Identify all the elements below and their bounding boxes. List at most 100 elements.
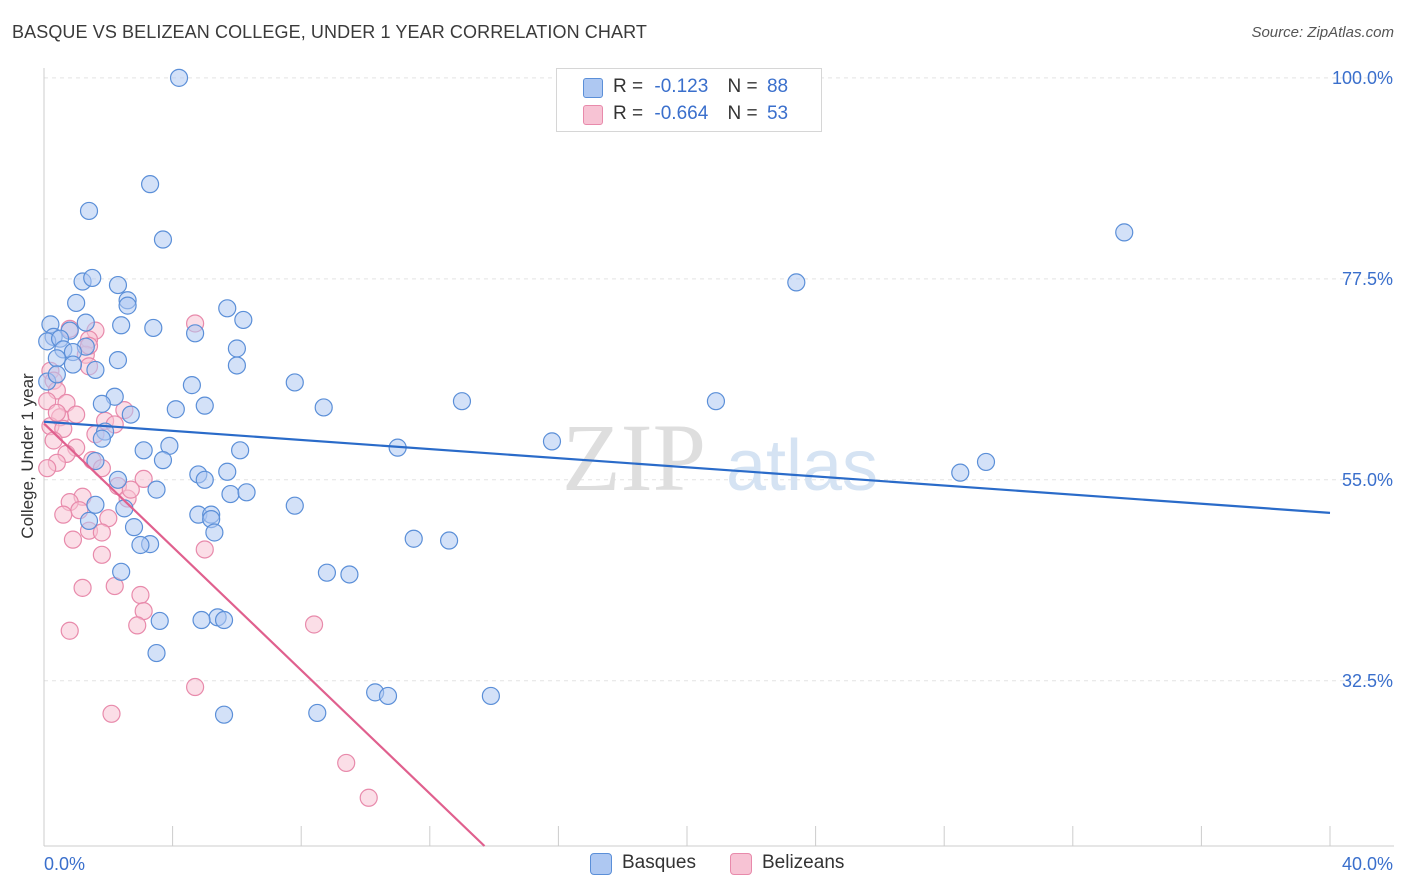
watermark: ZIP atlas xyxy=(562,404,878,511)
basques-point xyxy=(285,373,304,392)
basques-point xyxy=(76,313,95,332)
basques-point xyxy=(92,429,111,448)
series-swatch-belizeans xyxy=(730,853,752,875)
basques-point xyxy=(112,562,131,581)
basques-point xyxy=(166,400,185,419)
legend-n-label: N = xyxy=(727,103,758,124)
basques-point xyxy=(112,316,131,335)
belizeans-point xyxy=(47,403,66,422)
basques-point xyxy=(976,452,996,472)
basques-point xyxy=(86,360,105,380)
basques-point xyxy=(83,268,102,288)
basques-point xyxy=(108,470,128,489)
y-axis-label: College, Under 1 year xyxy=(18,373,37,539)
belizeans-point xyxy=(304,615,324,634)
legend-r-label: R = xyxy=(613,103,644,124)
basques-point xyxy=(144,318,163,338)
belizeans-point xyxy=(128,616,147,635)
belizeans-point xyxy=(92,545,111,564)
watermark-atlas: atlas xyxy=(726,426,878,506)
belizeans-point xyxy=(102,704,121,723)
basques-point xyxy=(205,523,224,542)
basques-point xyxy=(140,175,160,194)
basques-point xyxy=(169,68,189,87)
basques-point xyxy=(182,376,201,395)
belizeans-point xyxy=(73,578,92,597)
x-tick-label: 0.0% xyxy=(44,854,85,874)
legend-swatch-basques xyxy=(583,78,603,98)
basques-point xyxy=(153,230,173,249)
belizeans-point xyxy=(92,523,111,542)
basques-point xyxy=(47,365,66,384)
chart-title: BASQUE VS BELIZEAN COLLEGE, UNDER 1 YEAR… xyxy=(12,22,647,42)
basques-point xyxy=(186,324,205,343)
basques-point xyxy=(92,394,111,413)
basques-point xyxy=(147,480,166,499)
y-tick-label: 100.0% xyxy=(1332,68,1393,88)
basques-point xyxy=(67,293,86,313)
basques-point xyxy=(115,499,134,518)
belizeans-point xyxy=(121,480,140,499)
basques-point xyxy=(214,705,234,724)
legend-n-label: N = xyxy=(727,76,758,97)
basques-point xyxy=(108,351,128,370)
basques-point xyxy=(108,275,128,295)
basques-point xyxy=(285,496,304,515)
legend-r-label: R = xyxy=(613,76,644,97)
basques-point xyxy=(227,356,246,375)
basques-point xyxy=(439,531,459,550)
belizeans-point xyxy=(44,431,63,450)
basques-point xyxy=(150,611,169,631)
basques-point xyxy=(86,495,105,514)
basques-point xyxy=(124,518,144,537)
belizeans-point xyxy=(134,469,153,489)
basques-point xyxy=(314,398,333,417)
belizeans-point xyxy=(54,505,73,524)
basques-point xyxy=(47,349,66,368)
basques-point xyxy=(79,511,99,530)
basques-point xyxy=(481,686,500,706)
belizeans-point xyxy=(337,753,356,773)
basques-point xyxy=(86,451,105,471)
tick-labels: 32.5% 55.0% 77.5% 100.0% 0.0% 40.0% xyxy=(44,68,1393,874)
y-tick-label: 77.5% xyxy=(1342,269,1393,289)
source-label: Source: ZipAtlas.com xyxy=(1251,24,1394,41)
belizeans-trend-line xyxy=(43,422,486,847)
legend-r-basques: -0.123 xyxy=(654,76,709,97)
series-label-belizeans: Belizeans xyxy=(762,852,845,873)
basques-point xyxy=(340,565,359,584)
basques-point xyxy=(951,463,970,482)
basques-point xyxy=(221,484,240,504)
basques-point xyxy=(227,339,246,358)
basques-point xyxy=(706,392,726,411)
basques-point xyxy=(1115,223,1134,242)
basques-point xyxy=(452,392,472,411)
basques-point xyxy=(147,643,166,663)
basques-point xyxy=(404,529,423,548)
belizeans-point xyxy=(38,392,57,411)
series-label-basques: Basques xyxy=(622,852,696,873)
belizeans-point xyxy=(186,677,205,697)
gridlines xyxy=(44,77,1394,682)
correlation-legend: R = -0.123 N = 88 R = -0.664 N = 53 xyxy=(556,68,822,132)
basques-point xyxy=(218,299,237,318)
basques-point xyxy=(308,703,327,723)
basques-point xyxy=(218,462,237,481)
basques-point xyxy=(378,686,398,706)
belizeans-point xyxy=(38,459,57,478)
belizeans-point xyxy=(63,530,83,549)
legend-n-basques: 88 xyxy=(766,76,789,97)
basques-point xyxy=(195,470,214,489)
basques-point xyxy=(195,396,214,415)
basques-point xyxy=(317,563,337,582)
y-tick-label: 32.5% xyxy=(1342,671,1393,691)
x-tick-label: 40.0% xyxy=(1342,854,1393,874)
belizeans-point xyxy=(131,585,150,605)
belizeans-point xyxy=(60,621,79,640)
belizeans-point xyxy=(67,405,86,424)
basques-point xyxy=(121,405,140,424)
basques-point xyxy=(134,441,153,460)
basques-point xyxy=(192,610,211,630)
trend-lines xyxy=(43,420,1331,847)
